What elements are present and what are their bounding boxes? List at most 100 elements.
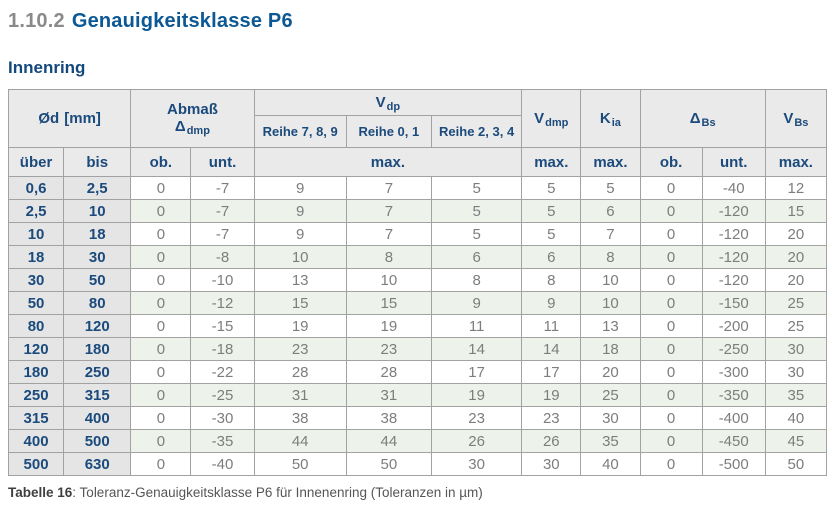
value-cell: 15: [345, 291, 433, 315]
caption-label: Tabelle 16: [8, 485, 73, 500]
col-vdmp: Vdmp: [521, 89, 582, 148]
value-cell: 19: [430, 383, 523, 407]
value-cell: 6: [580, 199, 641, 223]
value-cell: 30: [521, 452, 582, 476]
value-cell: 0: [130, 268, 192, 292]
section-title: Genauigkeitsklasse P6: [71, 10, 293, 32]
value-cell: 10: [580, 268, 641, 292]
value-cell: 50: [253, 452, 347, 476]
value-cell: 14: [430, 337, 523, 361]
dimension-cell: 2,5: [7, 199, 65, 223]
value-cell: 30: [430, 452, 523, 476]
subcol-max-vdmp: max.: [521, 147, 582, 177]
document-page: 1.10.2 Genauigkeitsklasse P6 Innenring Ød…: [7, 10, 828, 500]
value-cell: 7: [345, 176, 433, 200]
table-row: 500 630 0 -40 50 50 30 30 40 0 -500 50: [7, 452, 828, 476]
dimension-cell: 30: [7, 268, 65, 292]
value-cell: -10: [190, 268, 255, 292]
value-cell: 23: [430, 406, 523, 430]
value-cell: 0: [130, 452, 192, 476]
value-cell: -7: [190, 176, 255, 200]
abmass-symbol: Δdmp: [174, 117, 210, 137]
header-row-sub: über bis ob. unt. max. max. max. ob. unt…: [7, 147, 828, 177]
value-cell: -150: [701, 291, 766, 315]
value-cell: -40: [701, 176, 766, 200]
value-cell: 5: [521, 199, 582, 223]
value-cell: 0: [639, 337, 703, 361]
dimension-cell: 180: [7, 360, 65, 384]
value-cell: 5: [521, 176, 582, 200]
value-cell: 9: [253, 222, 347, 246]
value-cell: 11: [430, 314, 523, 338]
value-cell: 50: [345, 452, 433, 476]
value-cell: 30: [580, 406, 641, 430]
value-cell: 20: [764, 222, 828, 246]
value-cell: 35: [764, 383, 828, 407]
value-cell: -7: [190, 199, 255, 223]
subsection-heading: Innenring: [8, 58, 86, 77]
value-cell: 0: [639, 429, 703, 453]
value-cell: 28: [345, 360, 433, 384]
value-cell: 13: [253, 268, 347, 292]
value-cell: 6: [521, 245, 582, 269]
dimension-cell: 120: [63, 314, 132, 338]
subcol-bis: bis: [63, 147, 132, 177]
value-cell: 0: [130, 245, 192, 269]
table-row: 0,6 2,5 0 -7 9 7 5 5 5 0 -40 12: [7, 176, 828, 200]
table-body: 0,6 2,5 0 -7 9 7 5 5 5 0 -40 12 2,5 10 0 -7 9 7 5 5 6 0 -120 15…: [7, 176, 828, 476]
subcol-max-vdp: max.: [253, 147, 523, 177]
value-cell: 44: [253, 429, 347, 453]
value-cell: 31: [253, 383, 347, 407]
value-cell: 7: [580, 222, 641, 246]
value-cell: 18: [580, 337, 641, 361]
value-cell: -18: [190, 337, 255, 361]
subcol-max-vbs: max.: [764, 147, 828, 177]
table-row: 30 50 0 -10 13 10 8 8 10 0 -120 20: [7, 268, 828, 292]
subcol-max-kia: max.: [580, 147, 641, 177]
value-cell: 25: [764, 314, 828, 338]
subcol-unt-dbs: unt.: [701, 147, 766, 177]
value-cell: 8: [521, 268, 582, 292]
table-row: 315 400 0 -30 38 38 23 23 30 0 -400 40: [7, 406, 828, 430]
value-cell: 0: [130, 337, 192, 361]
value-cell: 11: [521, 314, 582, 338]
value-cell: -350: [701, 383, 766, 407]
col-reihe-789: Reihe 7, 8, 9: [253, 115, 347, 148]
value-cell: -500: [701, 452, 766, 476]
header-row-reihe: Reihe 7, 8, 9 Reihe 0, 1 Reihe 2, 3, 4: [9, 115, 827, 148]
col-group-vdp: Vdp: [253, 89, 523, 116]
value-cell: 19: [345, 314, 433, 338]
value-cell: -120: [701, 268, 766, 292]
value-cell: 8: [430, 268, 523, 292]
value-cell: -250: [701, 337, 766, 361]
value-cell: 0: [639, 268, 703, 292]
value-cell: 15: [764, 199, 828, 223]
dimension-cell: 0,6: [7, 176, 65, 200]
value-cell: 0: [639, 199, 703, 223]
tolerance-table: Ød [mm] Abmaß Δdmp Vdp Vdmp Kia ΔBs VBs R…: [7, 89, 828, 476]
dimension-cell: 250: [7, 383, 65, 407]
col-group-diameter: Ød [mm]: [7, 89, 132, 148]
dimension-cell: 400: [63, 406, 132, 430]
value-cell: 40: [580, 452, 641, 476]
col-reihe-234: Reihe 2, 3, 4: [430, 115, 523, 148]
value-cell: 6: [430, 245, 523, 269]
value-cell: 20: [764, 245, 828, 269]
subcol-ob-dbs: ob.: [639, 147, 703, 177]
dimension-cell: 18: [7, 245, 65, 269]
value-cell: 14: [521, 337, 582, 361]
value-cell: 0: [130, 383, 192, 407]
value-cell: 17: [430, 360, 523, 384]
value-cell: -7: [190, 222, 255, 246]
value-cell: 19: [521, 383, 582, 407]
value-cell: 25: [580, 383, 641, 407]
dimension-cell: 30: [63, 245, 132, 269]
caption-text: : Toleranz-Genauigkeitsklasse P6 für Inn…: [72, 485, 483, 500]
dimension-cell: 180: [63, 337, 132, 361]
dimension-cell: 10: [7, 222, 65, 246]
value-cell: 19: [253, 314, 347, 338]
dimension-cell: 80: [63, 291, 132, 315]
value-cell: 0: [130, 406, 192, 430]
table-row: 180 250 0 -22 28 28 17 17 20 0 -300 30: [7, 360, 828, 384]
value-cell: 30: [764, 337, 828, 361]
